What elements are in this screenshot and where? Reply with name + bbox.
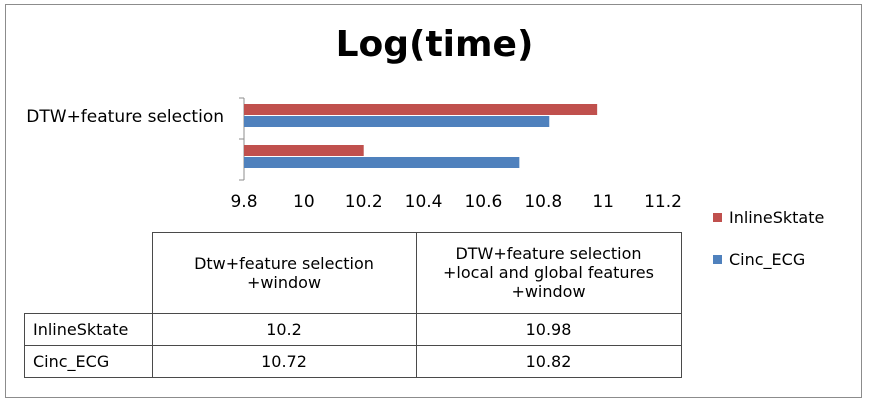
- legend-label: Cinc_ECG: [729, 250, 806, 269]
- x-tick-label: 10.6: [464, 192, 502, 212]
- chart-title: Log(time): [335, 24, 534, 65]
- table-cell: 10.98: [415, 312, 682, 346]
- table-header-text: Dtw+feature selection +window: [194, 253, 374, 292]
- x-tick-label: 11.2: [644, 192, 682, 212]
- x-tick-label: 10.8: [524, 192, 562, 212]
- bar-cinc-ecg: [244, 157, 520, 168]
- category-label: DTW+feature selection: [26, 107, 224, 127]
- table-corner: [24, 232, 153, 314]
- category-labels: DTW+feature selection: [26, 107, 224, 127]
- legend-item-inlinesktate: InlineSktate: [713, 208, 824, 227]
- legend-item-cinc-ecg: Cinc_ECG: [713, 250, 805, 269]
- table-header-row: Dtw+feature selection +window DTW+feature…: [24, 232, 682, 314]
- table-cell: 10.2: [151, 312, 417, 346]
- table-header-cell: DTW+feature selection +local and global f…: [415, 232, 682, 314]
- table-row-label: InlineSktate: [24, 312, 153, 346]
- data-table: Dtw+feature selection +window DTW+feature…: [24, 232, 682, 378]
- chart-frame: [5, 4, 862, 398]
- bar-inlinesktate: [244, 104, 598, 115]
- table-cell: 10.72: [151, 344, 417, 378]
- table-header-cell: Dtw+feature selection +window: [151, 232, 417, 314]
- x-tick-label: 9.8: [230, 192, 257, 212]
- legend-swatch: [713, 255, 722, 264]
- x-tick-label: 10.2: [345, 192, 383, 212]
- table-row: InlineSktate 10.2 10.98: [24, 312, 682, 346]
- bar-cinc-ecg: [244, 116, 550, 127]
- legend-label: InlineSktate: [729, 208, 825, 227]
- table-row: Cinc_ECG 10.72 10.82: [24, 344, 682, 378]
- plot-area: [239, 97, 598, 181]
- x-axis-ticks: 9.8 10 10.2 10.4 10.6 10.8 11 11.2: [230, 192, 681, 212]
- table-header-text: DTW+feature selection +local and global f…: [443, 244, 654, 302]
- x-tick-label: 11: [592, 192, 614, 212]
- bar-inlinesktate: [244, 145, 364, 156]
- table-cell: 10.82: [415, 344, 682, 378]
- x-tick-label: 10: [293, 192, 315, 212]
- x-tick-label: 10.4: [405, 192, 443, 212]
- legend-swatch: [713, 213, 722, 222]
- table-row-label: Cinc_ECG: [24, 344, 153, 378]
